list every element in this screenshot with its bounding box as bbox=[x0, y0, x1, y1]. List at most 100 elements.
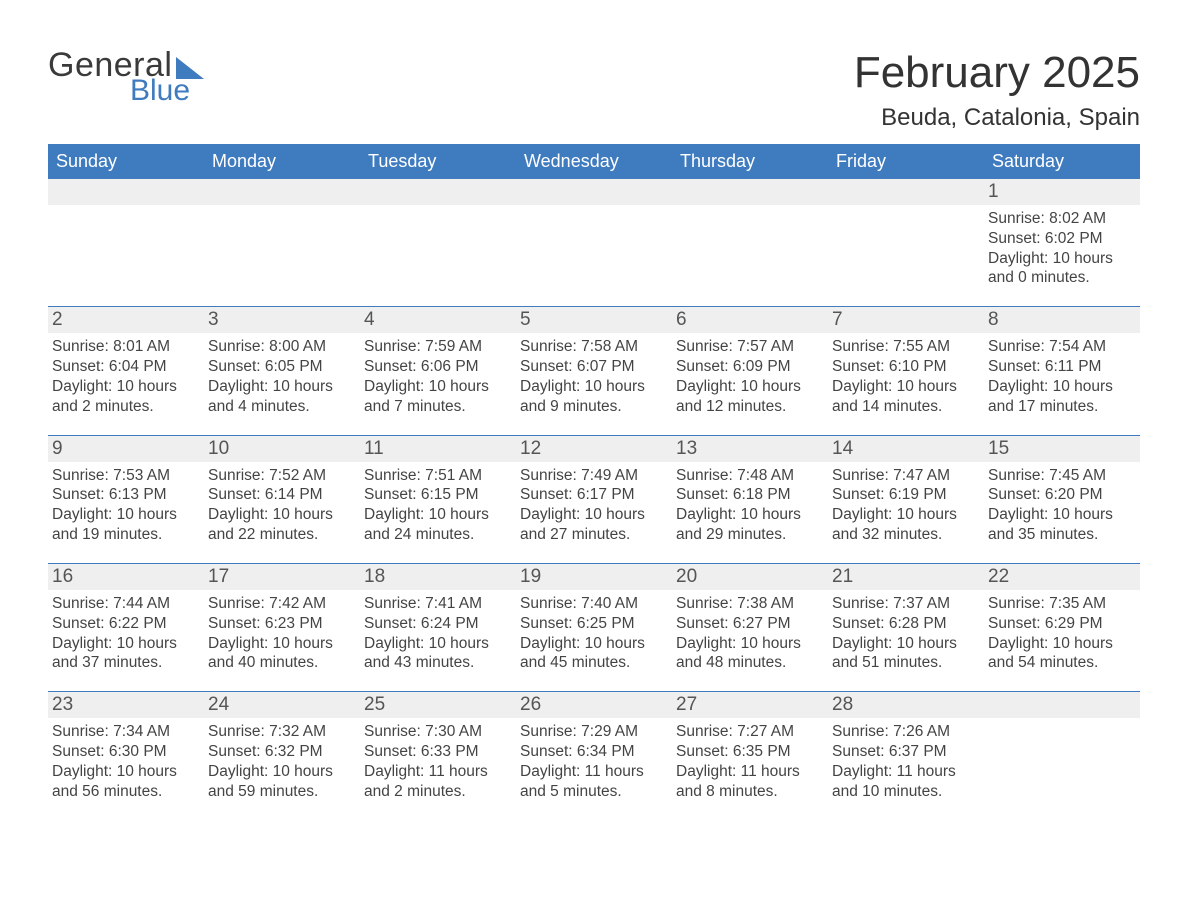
daybody-row: Sunrise: 7:44 AMSunset: 6:22 PMDaylight:… bbox=[48, 590, 1140, 691]
daylight-line: Daylight: 10 hours and 12 minutes. bbox=[676, 377, 820, 417]
daynum-row: 2345678 bbox=[48, 307, 1140, 333]
daylight-line: Daylight: 10 hours and 22 minutes. bbox=[208, 505, 352, 545]
daybody-row: Sunrise: 8:02 AMSunset: 6:02 PMDaylight:… bbox=[48, 205, 1140, 306]
calendar-week: 1Sunrise: 8:02 AMSunset: 6:02 PMDaylight… bbox=[48, 179, 1140, 306]
sunset-line: Sunset: 6:29 PM bbox=[988, 614, 1132, 634]
day-cell: Sunrise: 7:55 AMSunset: 6:10 PMDaylight:… bbox=[828, 333, 984, 434]
day-number: 8 bbox=[984, 307, 1140, 333]
calendar-week: 9101112131415Sunrise: 7:53 AMSunset: 6:1… bbox=[48, 435, 1140, 563]
sunset-line: Sunset: 6:37 PM bbox=[832, 742, 976, 762]
sunset-line: Sunset: 6:09 PM bbox=[676, 357, 820, 377]
sunrise-line: Sunrise: 7:38 AM bbox=[676, 594, 820, 614]
day-number: 20 bbox=[672, 564, 828, 590]
day-cell: Sunrise: 7:53 AMSunset: 6:13 PMDaylight:… bbox=[48, 462, 204, 563]
day-cell: Sunrise: 7:58 AMSunset: 6:07 PMDaylight:… bbox=[516, 333, 672, 434]
sunrise-line: Sunrise: 7:48 AM bbox=[676, 466, 820, 486]
day-cell bbox=[672, 205, 828, 306]
daylight-line: Daylight: 10 hours and 37 minutes. bbox=[52, 634, 196, 674]
day-cell bbox=[204, 205, 360, 306]
calendar: Sunday Monday Tuesday Wednesday Thursday… bbox=[48, 144, 1140, 820]
day-cell bbox=[360, 205, 516, 306]
day-number bbox=[672, 179, 828, 205]
sunset-line: Sunset: 6:10 PM bbox=[832, 357, 976, 377]
month-title: February 2025 bbox=[854, 48, 1140, 98]
day-cell: Sunrise: 8:00 AMSunset: 6:05 PMDaylight:… bbox=[204, 333, 360, 434]
sunrise-line: Sunrise: 7:37 AM bbox=[832, 594, 976, 614]
weekday-label: Friday bbox=[828, 144, 984, 179]
weekday-label: Monday bbox=[204, 144, 360, 179]
day-cell bbox=[828, 205, 984, 306]
day-number: 28 bbox=[828, 692, 984, 718]
sunset-line: Sunset: 6:34 PM bbox=[520, 742, 664, 762]
day-number: 24 bbox=[204, 692, 360, 718]
day-cell: Sunrise: 7:59 AMSunset: 6:06 PMDaylight:… bbox=[360, 333, 516, 434]
sunset-line: Sunset: 6:25 PM bbox=[520, 614, 664, 634]
daynum-row: 16171819202122 bbox=[48, 564, 1140, 590]
day-cell: Sunrise: 7:45 AMSunset: 6:20 PMDaylight:… bbox=[984, 462, 1140, 563]
day-number: 18 bbox=[360, 564, 516, 590]
day-number: 14 bbox=[828, 436, 984, 462]
sunset-line: Sunset: 6:23 PM bbox=[208, 614, 352, 634]
day-number bbox=[204, 179, 360, 205]
daylight-line: Daylight: 10 hours and 7 minutes. bbox=[364, 377, 508, 417]
day-number: 25 bbox=[360, 692, 516, 718]
sunrise-line: Sunrise: 8:00 AM bbox=[208, 337, 352, 357]
day-cell: Sunrise: 7:40 AMSunset: 6:25 PMDaylight:… bbox=[516, 590, 672, 691]
sunrise-line: Sunrise: 7:49 AM bbox=[520, 466, 664, 486]
day-number: 3 bbox=[204, 307, 360, 333]
sunrise-line: Sunrise: 7:45 AM bbox=[988, 466, 1132, 486]
day-number: 1 bbox=[984, 179, 1140, 205]
sunset-line: Sunset: 6:32 PM bbox=[208, 742, 352, 762]
daynum-row: 9101112131415 bbox=[48, 436, 1140, 462]
day-cell: Sunrise: 7:26 AMSunset: 6:37 PMDaylight:… bbox=[828, 718, 984, 819]
daylight-line: Daylight: 11 hours and 8 minutes. bbox=[676, 762, 820, 802]
day-cell: Sunrise: 7:29 AMSunset: 6:34 PMDaylight:… bbox=[516, 718, 672, 819]
day-number: 12 bbox=[516, 436, 672, 462]
day-cell: Sunrise: 7:41 AMSunset: 6:24 PMDaylight:… bbox=[360, 590, 516, 691]
sunset-line: Sunset: 6:22 PM bbox=[52, 614, 196, 634]
sunset-line: Sunset: 6:20 PM bbox=[988, 485, 1132, 505]
sunrise-line: Sunrise: 7:59 AM bbox=[364, 337, 508, 357]
day-cell bbox=[516, 205, 672, 306]
day-cell: Sunrise: 8:02 AMSunset: 6:02 PMDaylight:… bbox=[984, 205, 1140, 306]
day-number: 10 bbox=[204, 436, 360, 462]
day-number: 4 bbox=[360, 307, 516, 333]
daylight-line: Daylight: 10 hours and 17 minutes. bbox=[988, 377, 1132, 417]
daylight-line: Daylight: 10 hours and 40 minutes. bbox=[208, 634, 352, 674]
daylight-line: Daylight: 10 hours and 59 minutes. bbox=[208, 762, 352, 802]
day-number bbox=[516, 179, 672, 205]
day-cell bbox=[984, 718, 1140, 819]
calendar-week: 16171819202122Sunrise: 7:44 AMSunset: 6:… bbox=[48, 563, 1140, 691]
sunrise-line: Sunrise: 7:34 AM bbox=[52, 722, 196, 742]
day-number: 27 bbox=[672, 692, 828, 718]
sunset-line: Sunset: 6:30 PM bbox=[52, 742, 196, 762]
weekday-header-row: Sunday Monday Tuesday Wednesday Thursday… bbox=[48, 144, 1140, 179]
sunrise-line: Sunrise: 7:27 AM bbox=[676, 722, 820, 742]
day-cell: Sunrise: 7:42 AMSunset: 6:23 PMDaylight:… bbox=[204, 590, 360, 691]
day-number: 17 bbox=[204, 564, 360, 590]
day-number: 16 bbox=[48, 564, 204, 590]
sunset-line: Sunset: 6:06 PM bbox=[364, 357, 508, 377]
weekday-label: Thursday bbox=[672, 144, 828, 179]
day-cell: Sunrise: 7:51 AMSunset: 6:15 PMDaylight:… bbox=[360, 462, 516, 563]
day-cell: Sunrise: 7:27 AMSunset: 6:35 PMDaylight:… bbox=[672, 718, 828, 819]
day-number: 15 bbox=[984, 436, 1140, 462]
sunset-line: Sunset: 6:04 PM bbox=[52, 357, 196, 377]
daybody-row: Sunrise: 8:01 AMSunset: 6:04 PMDaylight:… bbox=[48, 333, 1140, 434]
day-number bbox=[48, 179, 204, 205]
calendar-week: 232425262728Sunrise: 7:34 AMSunset: 6:30… bbox=[48, 691, 1140, 819]
day-cell: Sunrise: 7:30 AMSunset: 6:33 PMDaylight:… bbox=[360, 718, 516, 819]
sunrise-line: Sunrise: 8:02 AM bbox=[988, 209, 1132, 229]
daylight-line: Daylight: 10 hours and 9 minutes. bbox=[520, 377, 664, 417]
day-number: 21 bbox=[828, 564, 984, 590]
daylight-line: Daylight: 10 hours and 14 minutes. bbox=[832, 377, 976, 417]
daylight-line: Daylight: 11 hours and 5 minutes. bbox=[520, 762, 664, 802]
sunrise-line: Sunrise: 7:54 AM bbox=[988, 337, 1132, 357]
daynum-row: 1 bbox=[48, 179, 1140, 205]
day-number: 23 bbox=[48, 692, 204, 718]
sunrise-line: Sunrise: 7:35 AM bbox=[988, 594, 1132, 614]
sunset-line: Sunset: 6:33 PM bbox=[364, 742, 508, 762]
weekday-label: Sunday bbox=[48, 144, 204, 179]
daylight-line: Daylight: 10 hours and 27 minutes. bbox=[520, 505, 664, 545]
sunrise-line: Sunrise: 7:42 AM bbox=[208, 594, 352, 614]
